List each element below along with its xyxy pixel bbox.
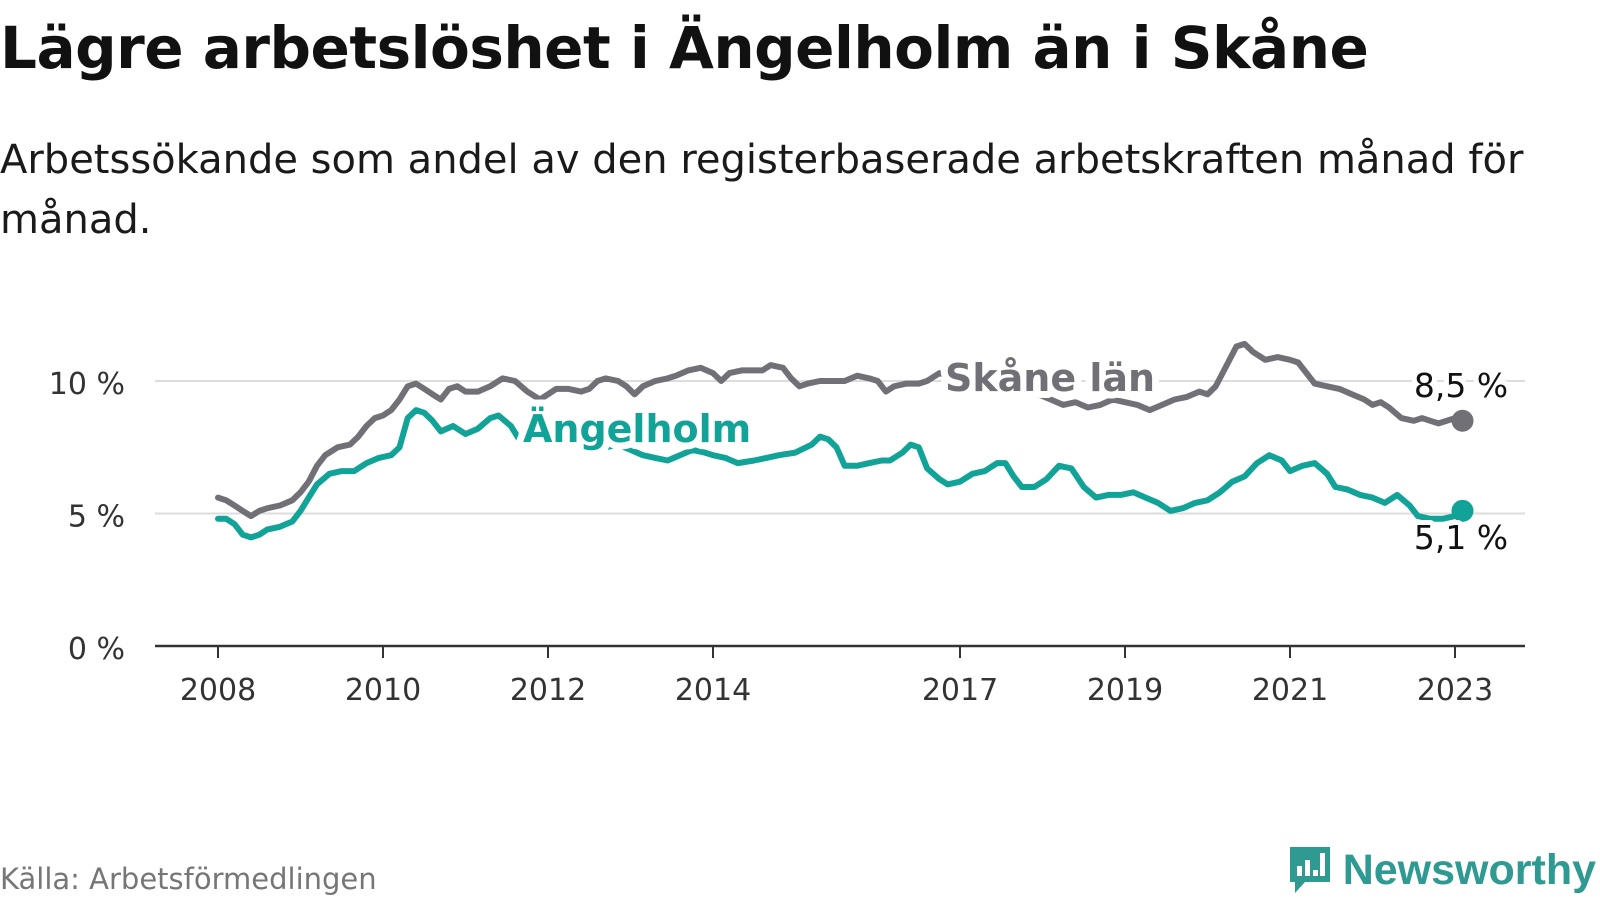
y-tick-label: 10 % — [49, 367, 125, 402]
x-tick-label: 2019 — [1087, 673, 1163, 708]
skane-lan-line — [215, 340, 1466, 520]
y-tick-label: 0 % — [68, 632, 125, 667]
angelholm-end-point — [1451, 499, 1474, 522]
source-note: Källa: Arbetsförmedlingen — [0, 862, 377, 896]
x-tick-label: 2012 — [510, 673, 586, 708]
series-lines — [215, 340, 1474, 541]
x-tick-label: 2008 — [180, 673, 256, 708]
skane-end-value-label: 8,5 % — [1414, 366, 1508, 405]
gridlines — [155, 380, 1525, 515]
angelholm-label: Ängelholm — [523, 407, 751, 451]
x-tick-label: 2010 — [345, 673, 421, 708]
angelholm-line — [215, 407, 1466, 541]
x-tick-label: 2017 — [922, 673, 998, 708]
angelholm-label-halo: Ängelholm — [523, 407, 751, 451]
newsworthy-logo-icon — [1289, 847, 1330, 893]
angelholm-end-value-label: 5,1 % — [1414, 518, 1508, 557]
brand-name: Newsworthy — [1342, 845, 1596, 894]
skane-lan-end-point — [1451, 409, 1474, 432]
brand-logo: Newsworthy — [1287, 840, 1596, 900]
axes: 0 % 5 % 10 % 2008 2010 2012 2014 2017 2019 2021 20… — [49, 367, 1525, 708]
skane-lan-label: Skåne län — [945, 356, 1155, 400]
skane-lan-label-halo: Skåne län — [945, 356, 1155, 400]
x-tick-label: 2023 — [1417, 673, 1493, 708]
chart-subtitle: Arbetssökande som andel av den registerb… — [0, 137, 1524, 243]
x-tick-label: 2014 — [675, 673, 751, 708]
chart-title: Lägre arbetslöshet i Ängelholm än i Skån… — [0, 14, 1369, 82]
y-tick-label: 5 % — [68, 500, 125, 535]
skane-end-value-label-halo: 8,5 % — [1414, 366, 1508, 405]
x-tick-label: 2021 — [1252, 673, 1328, 708]
angelholm-end-value-label-halo: 5,1 % — [1414, 518, 1508, 557]
